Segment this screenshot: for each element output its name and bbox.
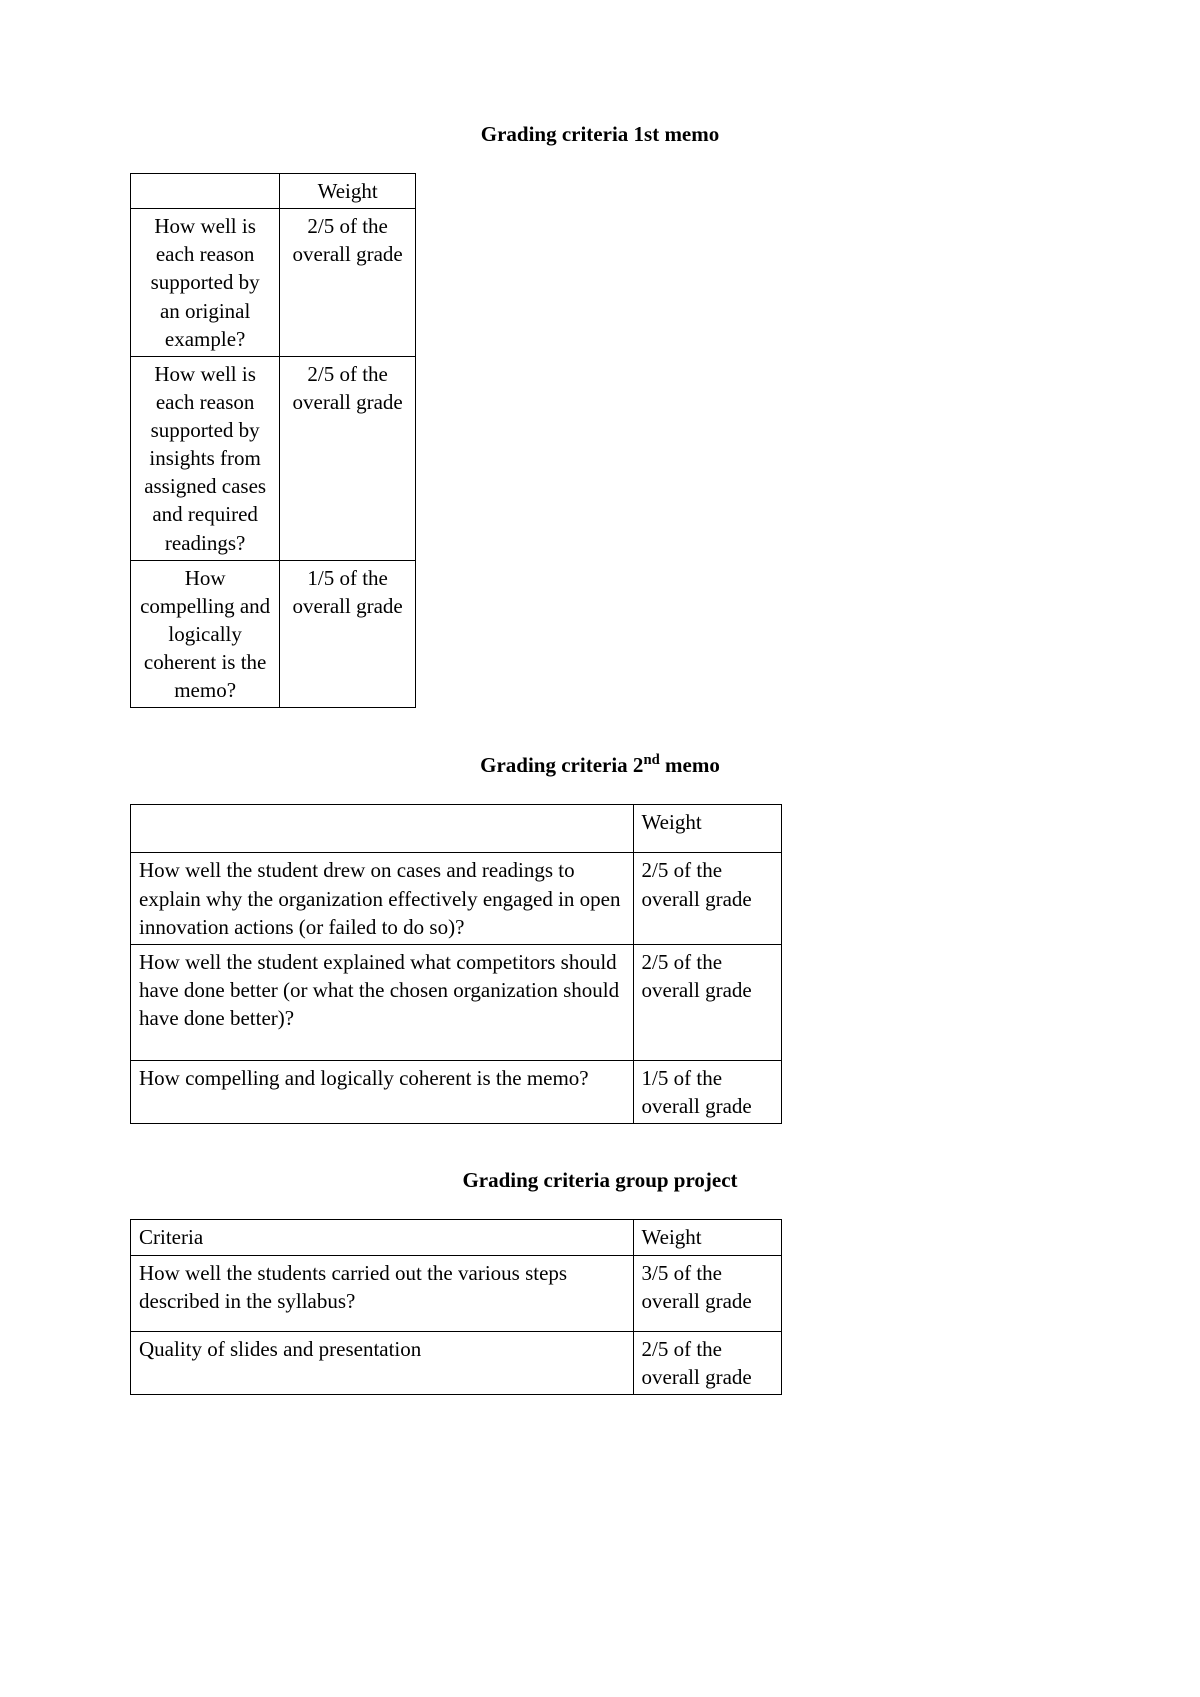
cell-criteria: How well the student drew on cases and r…: [131, 853, 634, 944]
grading-table-memo1: Weight How well is each reason supported…: [130, 173, 416, 708]
cell-criteria: Quality of slides and presentation: [131, 1331, 634, 1394]
heading-sup: nd: [643, 752, 659, 768]
cell-criteria: How compelling and logically coherent is…: [131, 560, 280, 708]
table-row: How well is each reason supported by ins…: [131, 356, 416, 560]
header-weight: Weight: [280, 174, 416, 209]
table-row: Quality of slides and presentation 2/5 o…: [131, 1331, 782, 1394]
table-row: How well is each reason supported by an …: [131, 209, 416, 357]
table-header-row: Weight: [131, 805, 782, 853]
cell-criteria: How well the students carried out the va…: [131, 1255, 634, 1331]
heading-suffix: memo: [660, 753, 720, 777]
header-criteria: [131, 174, 280, 209]
header-criteria: [131, 805, 634, 853]
heading-prefix: Grading criteria 2: [480, 753, 643, 777]
cell-criteria: How compelling and logically coherent is…: [131, 1061, 634, 1124]
cell-weight: 2/5 of the overall grade: [280, 356, 416, 560]
grading-table-group-project: Criteria Weight How well the students ca…: [130, 1219, 782, 1395]
document-page: Grading criteria 1st memo Weight How wel…: [0, 0, 1200, 1539]
cell-weight: 2/5 of the overall grade: [633, 944, 781, 1060]
section3-heading: Grading criteria group project: [130, 1168, 1070, 1193]
header-weight: Weight: [633, 1220, 781, 1255]
header-criteria: Criteria: [131, 1220, 634, 1255]
table-row: How compelling and logically coherent is…: [131, 560, 416, 708]
cell-weight: 3/5 of the overall grade: [633, 1255, 781, 1331]
header-weight: Weight: [633, 805, 781, 853]
section2-heading: Grading criteria 2nd memo: [130, 752, 1070, 778]
table-row: How well the student drew on cases and r…: [131, 853, 782, 944]
cell-criteria: How well the student explained what comp…: [131, 944, 634, 1060]
cell-weight: 2/5 of the overall grade: [633, 853, 781, 944]
cell-weight: 1/5 of the overall grade: [633, 1061, 781, 1124]
section1-heading: Grading criteria 1st memo: [130, 122, 1070, 147]
table-header-row: Weight: [131, 174, 416, 209]
table-row: How well the student explained what comp…: [131, 944, 782, 1060]
table-header-row: Criteria Weight: [131, 1220, 782, 1255]
table-row: How compelling and logically coherent is…: [131, 1061, 782, 1124]
grading-table-memo2: Weight How well the student drew on case…: [130, 804, 782, 1124]
cell-weight: 1/5 of the overall grade: [280, 560, 416, 708]
table-row: How well the students carried out the va…: [131, 1255, 782, 1331]
cell-weight: 2/5 of the overall grade: [633, 1331, 781, 1394]
cell-weight: 2/5 of the overall grade: [280, 209, 416, 357]
cell-criteria: How well is each reason supported by an …: [131, 209, 280, 357]
cell-criteria: How well is each reason supported by ins…: [131, 356, 280, 560]
